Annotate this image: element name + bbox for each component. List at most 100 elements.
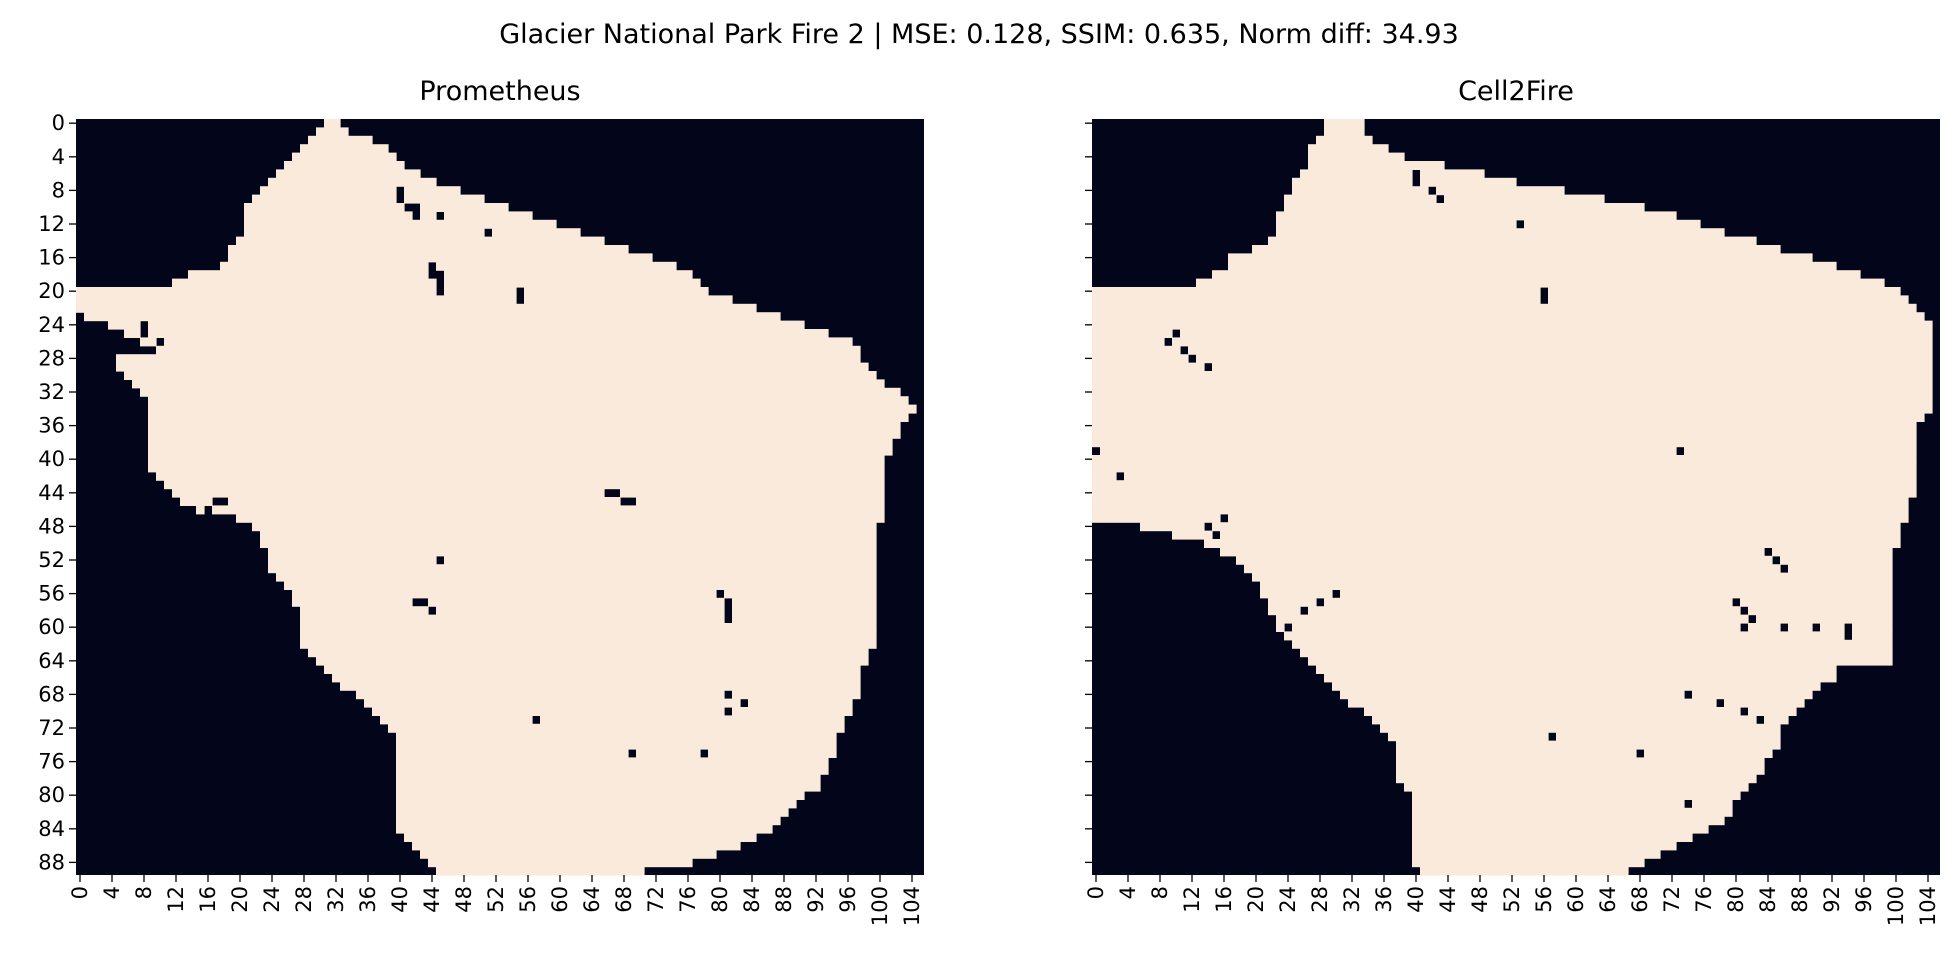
y-tick-label: 12 — [38, 212, 65, 236]
heatmap-cell-run — [1772, 547, 1893, 557]
heatmap-cell-run — [1092, 379, 1933, 389]
x-tick-label: 32 — [1340, 886, 1364, 913]
heatmap-cell-run — [164, 337, 853, 347]
heatmap-cell-run — [1092, 421, 1917, 431]
heatmap-cell-run — [524, 295, 733, 305]
x-tick-label: 52 — [484, 886, 508, 913]
heatmap-cell-run — [236, 236, 605, 246]
heatmap-cell-run — [260, 186, 397, 196]
heatmap-cell-run — [252, 522, 877, 532]
heatmap-cell-run — [1292, 177, 1413, 187]
heatmap-cell-run — [1324, 119, 1365, 128]
y-tick-label: 72 — [38, 716, 65, 740]
heatmap-cell-run — [1228, 253, 1813, 263]
heatmap-cell-run — [748, 698, 853, 708]
heatmap-cell-run — [1260, 581, 1893, 590]
y-tick-label: 80 — [38, 783, 65, 807]
heatmap-cell-run — [1276, 211, 1677, 221]
y-tick-label: 84 — [38, 817, 65, 841]
panel-title-cell2fire: Cell2Fire — [1458, 76, 1574, 107]
heatmap-cell-run — [1276, 614, 1749, 624]
heatmap-cell-run — [1412, 841, 1677, 851]
heatmap-cell-run — [1204, 539, 1901, 548]
heatmap-cell-run — [1852, 623, 1893, 632]
y-tick-label: 28 — [38, 346, 65, 370]
heatmap-cell-run — [1284, 631, 1845, 641]
heatmap-cell-run — [492, 228, 581, 238]
heatmap-cell-run — [1380, 723, 1781, 733]
heatmap-cell-run — [268, 564, 877, 574]
heatmap-cell-run — [540, 715, 845, 725]
y-tick-label: 44 — [38, 481, 65, 505]
heatmap-cell-run — [148, 463, 885, 473]
heatmap-cell-run — [428, 597, 725, 607]
heatmap-cell-run — [1092, 320, 1933, 330]
heatmap-cell-run — [1196, 278, 1885, 288]
heatmap-cell-run — [1420, 177, 1517, 187]
heatmap-cell-run — [1276, 228, 1725, 238]
heatmap-cell-run — [420, 203, 509, 212]
heatmap-cell-run — [1748, 606, 1893, 616]
heatmap-cell-run — [524, 287, 709, 296]
x-tick-label: 8 — [132, 886, 156, 899]
panel-title-prometheus: Prometheus — [419, 76, 580, 107]
heatmap-cell-run — [1412, 791, 1741, 800]
y-tick-label: 4 — [52, 145, 65, 169]
heatmap-cell-run — [1548, 295, 1909, 305]
heatmap-cell-run — [1172, 530, 1213, 540]
heatmap-cell-run — [1412, 807, 1733, 817]
heatmap-cell-run — [636, 497, 885, 506]
heatmap-cells-cell2fire — [1092, 119, 1940, 876]
heatmap-cell-run — [148, 396, 909, 406]
heatmap-cell-run — [1412, 849, 1661, 859]
heatmap-cell-run — [444, 211, 533, 221]
x-tick-label: 0 — [1084, 886, 1108, 899]
heatmap-cell-run — [1180, 329, 1933, 338]
heatmap-cell-run — [396, 816, 781, 826]
x-tick-label: 76 — [676, 886, 700, 913]
y-tick-label: 76 — [38, 750, 65, 774]
heatmap-cell-run — [1092, 312, 1925, 322]
heatmap-cell-run — [1420, 169, 1485, 179]
heatmap-cell-run — [116, 362, 869, 372]
x-tick-label: 4 — [1116, 886, 1140, 899]
heatmap-cell-run — [1300, 648, 1893, 658]
y-tick-label: 8 — [52, 178, 65, 202]
heatmap-cell-run — [1228, 261, 1837, 271]
x-tick-label: 20 — [1244, 886, 1268, 913]
heatmap-cell-run — [244, 203, 405, 212]
heatmap-cell-run — [732, 707, 853, 716]
y-tick-label: 32 — [38, 380, 65, 404]
heatmap-cell-run — [132, 379, 885, 389]
heatmap-cell-run — [1092, 463, 1917, 473]
heatmap-cell-run — [1692, 690, 1813, 700]
heatmap-cell-run — [1308, 656, 1893, 666]
heatmap-cell-run — [1340, 690, 1685, 700]
y-tick-label: 24 — [38, 313, 65, 337]
heatmap-cell-run — [1092, 295, 1541, 305]
heatmap-cell-run — [1764, 715, 1789, 725]
x-tick-label: 44 — [1436, 886, 1460, 913]
heatmap-cell-run — [1236, 555, 1773, 565]
heatmap-cell-run — [292, 152, 397, 162]
heatmap-cell-run — [140, 387, 901, 397]
heatmap-cell-run — [1412, 824, 1709, 834]
x-tick-label: 80 — [1724, 886, 1748, 913]
heatmap-cell-run — [1316, 135, 1373, 145]
x-tick-label: 72 — [1660, 886, 1684, 913]
heatmap-cell-run — [268, 177, 437, 187]
heatmap-cell-run — [284, 161, 405, 170]
x-tick-label: 100 — [1884, 886, 1908, 926]
heatmap-cell-run — [1140, 522, 1205, 532]
x-tick-label: 84 — [1756, 886, 1780, 913]
x-tick-label: 48 — [452, 886, 476, 913]
heatmap-cell-run — [1820, 623, 1845, 632]
heatmap-cell-run — [1220, 547, 1765, 557]
heatmap-cell-run — [1412, 833, 1693, 842]
heatmap-cell-run — [1548, 287, 1901, 296]
heatmap-cell-run — [396, 740, 837, 750]
heatmap-cell-run — [708, 749, 837, 758]
x-tick-label: 24 — [260, 886, 284, 913]
heatmap-cell-run — [1092, 404, 1933, 414]
heatmap-cell-run — [1260, 589, 1333, 599]
